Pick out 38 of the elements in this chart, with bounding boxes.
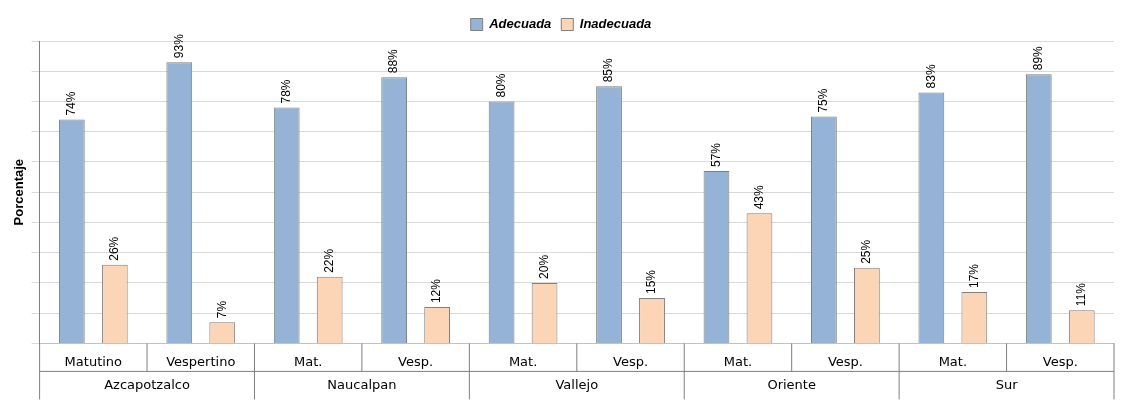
data-label: 15% bbox=[644, 269, 659, 295]
data-label: 26% bbox=[107, 236, 122, 261]
data-label: 85% bbox=[601, 58, 616, 83]
data-label: 22% bbox=[322, 248, 336, 273]
text: Oriente bbox=[767, 376, 816, 392]
data-label: 11% bbox=[1074, 282, 1089, 307]
legend-label: Inadecuada bbox=[579, 16, 652, 32]
data-label: 20% bbox=[536, 254, 551, 279]
text: Vallejo bbox=[555, 376, 599, 392]
x-tick-label: Vespertino bbox=[166, 353, 236, 369]
legend-label: Adecuada bbox=[488, 16, 552, 32]
x-tick-label: Vesp. bbox=[398, 353, 434, 369]
x-tick-label: Vesp. bbox=[1042, 353, 1078, 369]
data-label: 80% bbox=[493, 73, 508, 98]
data-label: 12% bbox=[429, 278, 444, 304]
data-label: 74% bbox=[64, 91, 79, 116]
x-tick-label: Matutino bbox=[64, 353, 123, 369]
data-label: 17% bbox=[966, 263, 981, 288]
data-label: 43% bbox=[751, 185, 766, 210]
data-label: 88% bbox=[386, 48, 401, 74]
data-label: 89% bbox=[1031, 45, 1046, 71]
data-label: 57% bbox=[708, 142, 723, 168]
data-label: 7% bbox=[214, 300, 229, 319]
y-axis-title: Porcentaje bbox=[11, 158, 27, 226]
x-tick-label: Mat. bbox=[938, 353, 968, 369]
data-label: 78% bbox=[279, 79, 294, 104]
text: Azcapotzalco bbox=[104, 376, 190, 392]
x-tick-label: Mat. bbox=[293, 353, 323, 369]
x-tick-label: Vesp. bbox=[827, 353, 863, 369]
data-label: 75% bbox=[816, 88, 831, 113]
data-label: 93% bbox=[171, 33, 186, 59]
x-tick-label: Mat. bbox=[723, 353, 753, 369]
x-tick-label: Mat. bbox=[508, 353, 538, 369]
text: Naucalpan bbox=[327, 376, 397, 392]
text: Sur bbox=[995, 376, 1019, 392]
x-tick-label: Vesp. bbox=[613, 353, 649, 369]
data-label: 83% bbox=[923, 64, 938, 89]
data-label: 25% bbox=[859, 239, 874, 264]
